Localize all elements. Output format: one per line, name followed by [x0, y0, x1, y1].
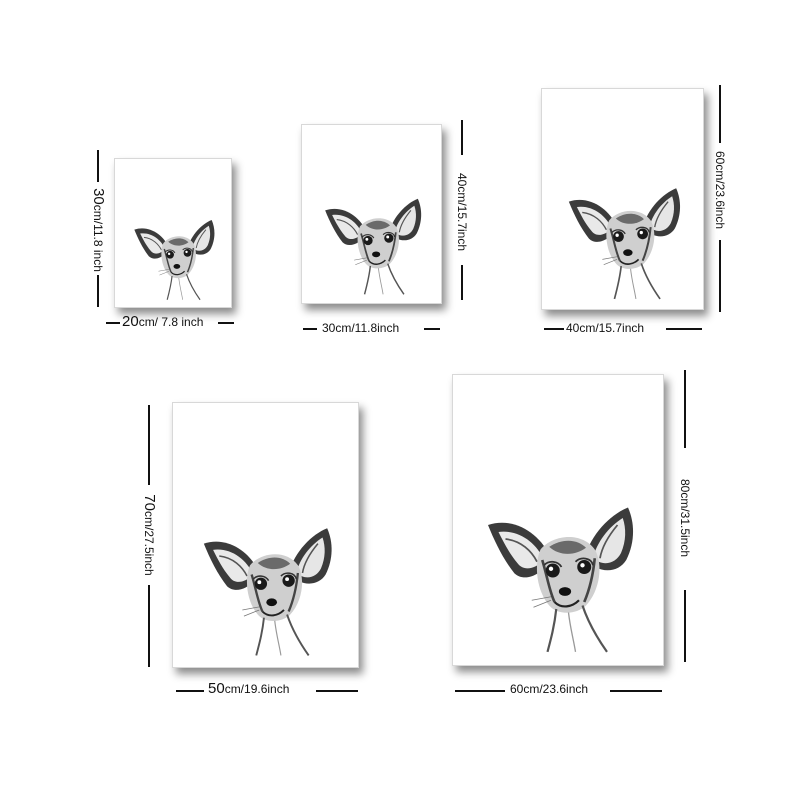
chihuahua-artwork — [133, 219, 216, 301]
width-line-left — [106, 322, 120, 324]
height-line-top — [684, 370, 686, 448]
height-label-40x60: 60cm/23.6inch — [713, 150, 727, 230]
poster-30x40 — [301, 124, 442, 304]
height-line-top — [97, 150, 99, 182]
width-label-20x30: 20cm/ 7.8 inch — [122, 313, 204, 330]
height-line-bottom — [684, 590, 686, 662]
height-line-bottom — [97, 275, 99, 307]
height-line-bottom — [461, 265, 463, 300]
width-line-left — [544, 328, 564, 330]
width-label-50x70: 50cm/19.6inch — [208, 680, 290, 697]
poster-20x30 — [114, 158, 232, 308]
poster-60x80 — [452, 374, 664, 666]
width-line-right — [424, 328, 440, 330]
width-line-right — [316, 690, 358, 692]
height-line-top — [719, 85, 721, 143]
width-label-40x60: 40cm/15.7inch — [566, 321, 645, 335]
height-label-50x70: 70cm/27.5inch — [141, 494, 158, 576]
height-label-30x40: 40cm/15.7inch — [455, 172, 469, 252]
width-line-left — [176, 690, 204, 692]
chihuahua-artwork — [486, 506, 635, 654]
chihuahua-artwork — [324, 197, 423, 296]
poster-50x70 — [172, 402, 359, 668]
chihuahua-artwork — [567, 187, 682, 300]
height-label-60x80: 80cm/31.5inch — [678, 478, 692, 558]
width-line-left — [303, 328, 317, 330]
width-line-right — [666, 328, 702, 330]
height-line-bottom — [719, 240, 721, 312]
width-label-30x40: 30cm/11.8inch — [322, 321, 400, 335]
width-label-60x80: 60cm/23.6inch — [510, 682, 589, 696]
width-line-right — [610, 690, 662, 692]
width-line-right — [218, 322, 234, 324]
height-line-bottom — [148, 585, 150, 667]
height-line-top — [461, 120, 463, 155]
height-line-top — [148, 405, 150, 485]
chihuahua-artwork — [202, 527, 333, 657]
height-label-20x30: 30cm/11.8 inch — [90, 188, 107, 272]
poster-40x60 — [541, 88, 704, 310]
width-line-left — [455, 690, 505, 692]
